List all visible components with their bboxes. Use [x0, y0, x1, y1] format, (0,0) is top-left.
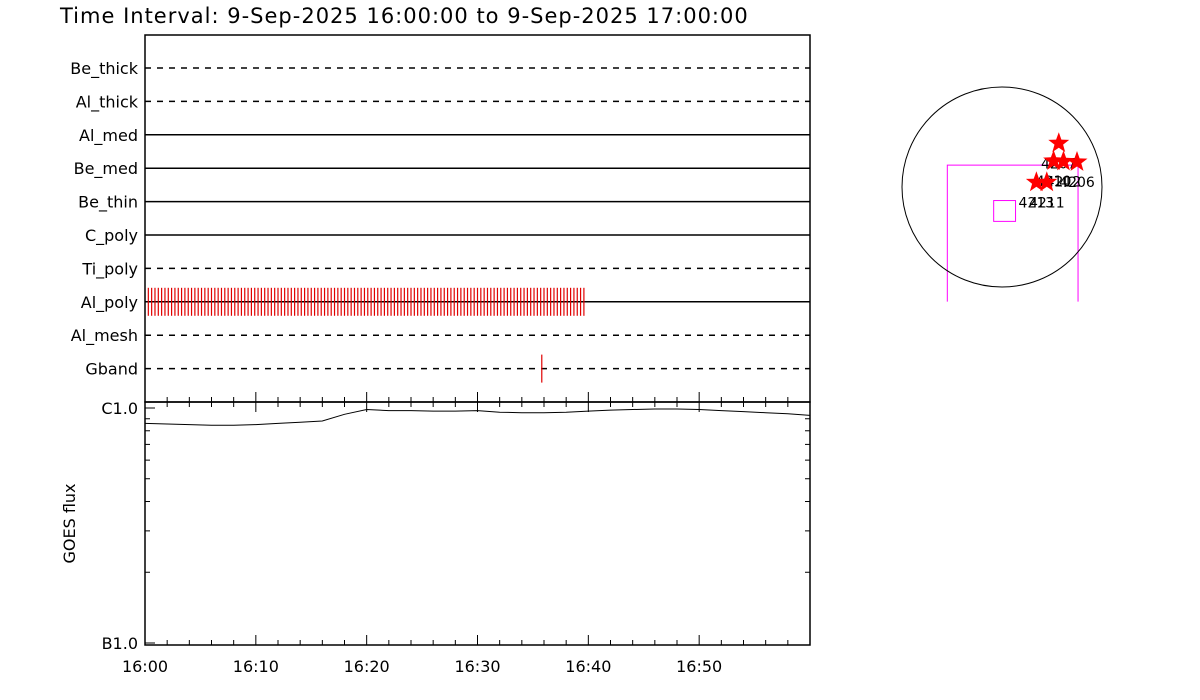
active-region-label-4211: 4211	[1029, 195, 1065, 211]
time-interval-title: Time Interval: 9-Sep-2025 16:00:00 to 9-…	[59, 4, 749, 28]
timeline-frame	[144, 34, 811, 403]
imaging-fov-box	[993, 200, 1017, 222]
row-label-Be_thin: Be_thin	[78, 193, 138, 213]
active-region-label-4213: 4213	[1019, 195, 1055, 211]
instrument-fov-outline	[946, 164, 1079, 302]
active-region-label-4206: 4206	[1059, 175, 1095, 191]
active-region-star-4211	[1036, 171, 1058, 192]
time-tick-label: 16:20	[344, 657, 390, 676]
goes-ylabel: GOES flux	[60, 483, 79, 563]
row-label-Ti_poly: Ti_poly	[81, 259, 138, 279]
goes-tick-label-C1.0: C1.0	[101, 399, 138, 418]
time-tick-label: 16:30	[454, 657, 500, 676]
row-label-Be_med: Be_med	[74, 159, 138, 179]
active-region-star-4213	[1025, 171, 1047, 192]
solar-limb-circle	[901, 86, 1103, 288]
active-region-label-4212: 4212	[1046, 174, 1082, 190]
row-label-Al_thick: Al_thick	[76, 92, 139, 112]
active-region-star-4212	[1053, 150, 1074, 171]
row-label-Al_poly: Al_poly	[81, 293, 138, 313]
row-label-Gband: Gband	[85, 360, 138, 379]
row-label-Al_mesh: Al_mesh	[71, 326, 138, 346]
active-region-star-4207	[1048, 132, 1070, 153]
active-region-star-4206	[1066, 151, 1088, 171]
row-label-Al_med: Al_med	[79, 126, 138, 146]
goes-flux-panel: B1.0 C1.0 GOES flux	[60, 399, 811, 653]
row-label-C_poly: C_poly	[85, 226, 138, 246]
time-tick-label: 16:00	[122, 657, 168, 676]
attenuator-timeline-panel: Be_thick Al_thick Al_med Be_med Be_thin C_pol…	[70, 34, 811, 403]
time-tick-label: 16:10	[233, 657, 279, 676]
time-tick-label: 16:50	[676, 657, 722, 676]
goes-tick-label-B1.0: B1.0	[102, 634, 138, 653]
active-region-star-4210	[1043, 150, 1064, 170]
row-label-Be_thick: Be_thick	[70, 59, 138, 79]
goes-frame	[144, 401, 811, 646]
time-tick-label: 16:40	[565, 657, 611, 676]
time-axis: 16:00 16:10 16:20 16:30 16:40 16:50	[122, 392, 811, 676]
